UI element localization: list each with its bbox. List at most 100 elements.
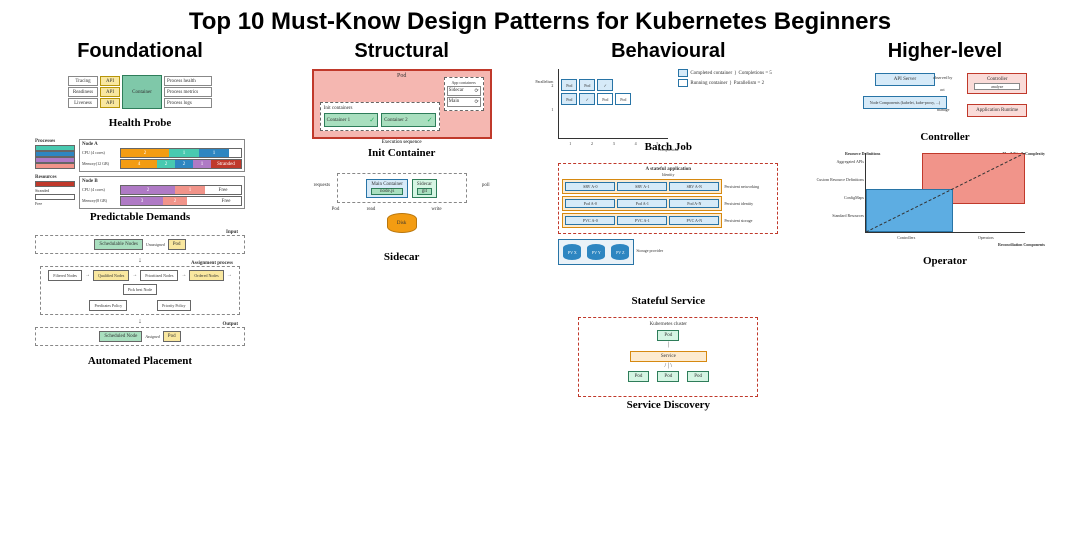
op-xtick: Operators — [978, 235, 994, 240]
hp-left-label: Tracing — [68, 76, 98, 86]
ic-init-item: Container 2✓ — [381, 113, 436, 127]
init-container-diagram: Pod App containers Sidecar⟳Main⟳ Init co… — [312, 69, 492, 139]
pd-seg — [187, 197, 211, 205]
bj-leg-running: Running container — [690, 81, 727, 86]
op-ytick: Aggregated APIs — [778, 159, 864, 164]
pattern-name-automated: Automated Placement — [88, 355, 192, 367]
service-discovery-diagram: Kubernetes cluster Pod | Service / | \ P… — [578, 317, 758, 397]
pd-seg: Free — [205, 186, 241, 194]
pattern-name-init: Init Container — [368, 147, 436, 159]
pd-leg-free: Free — [35, 201, 75, 206]
pd-seg: 2 — [121, 149, 169, 157]
ss-app: A stateful applicationIdentitySRV A-0SRV… — [558, 163, 778, 234]
controller-diagram: API Server Node Components (kubelet, kub… — [845, 69, 1045, 129]
ss-item: Pod A-0 — [565, 199, 615, 208]
op-xlabel: Reconciliation Components — [990, 242, 1045, 247]
op-ytick: Standard Resources — [778, 213, 864, 218]
ss-layer: PVC A-0PVC A-1PVC A-NPersistent storage — [562, 213, 774, 228]
pd-seg: Stranded — [211, 160, 241, 168]
pd-seg: 2 — [121, 186, 175, 194]
ss-pv: PV Z — [611, 244, 629, 260]
pattern-health-probe: TracingReadinessLiveness APIAPIAPI Conta… — [45, 69, 235, 129]
pd-seg: 4 — [121, 160, 157, 168]
hp-api: API — [100, 76, 120, 86]
bj-pod: Pod — [561, 79, 577, 91]
bj-y1: 2 — [551, 83, 553, 88]
stateful-diagram: A stateful applicationIdentitySRV A-0SRV… — [558, 163, 778, 293]
hp-container: Container — [122, 75, 162, 109]
bj-pod: Pod — [579, 79, 595, 91]
op-chart: Aggregated APIsCustom Resource Definitio… — [865, 153, 1025, 233]
sc-read: read — [367, 207, 376, 212]
sd-cluster: Kubernetes cluster — [650, 322, 687, 327]
ss-item: PVC A-N — [669, 216, 719, 225]
pd-proc-color — [35, 163, 75, 169]
operator-diagram: Resource Definitions Flexibility & Compl… — [845, 153, 1045, 253]
page-title: Top 10 Must-Know Design Patterns for Kub… — [0, 0, 1080, 40]
ss-pv: PV Y — [587, 244, 605, 260]
pd-seg: 1 — [199, 149, 229, 157]
ap-section: InputSchedulable NodesUnassignedPod — [35, 235, 245, 254]
col-structural: Structural Pod App containers Sidecar⟳Ma… — [297, 40, 507, 421]
hp-api: API — [100, 98, 120, 108]
col-behavioural: Behavioural Parallelism 2 1 PodPod✓ Pod✓… — [543, 40, 793, 421]
pd-seg: Free — [211, 197, 241, 205]
hp-left-label: Liveness — [68, 98, 98, 108]
sc-pod-label: Pod — [332, 207, 340, 212]
hp-right-label: Process logs — [164, 98, 212, 108]
ic-app-item: Main⟳ — [447, 97, 481, 107]
pattern-sidecar: requests poll Main Container node.js Sid… — [312, 169, 492, 263]
ss-item: Pod A-1 — [617, 199, 667, 208]
ic-app-box: App containers Sidecar⟳Main⟳ — [444, 77, 484, 111]
ss-item: SRV A-0 — [565, 182, 615, 191]
pd-leg-stranded: Stranded — [35, 188, 75, 193]
pd-legend-processes: Processes — [35, 139, 75, 144]
ap-section: OutputScheduled NodeAssignedPod — [35, 327, 245, 346]
ct-observed: observed by — [933, 75, 952, 80]
bj-y2: 1 — [551, 107, 553, 112]
sc-requests: requests — [314, 183, 330, 188]
ap-flow-node: Pick best Node — [123, 284, 157, 295]
ct-act: act — [940, 87, 945, 92]
pattern-service-discovery: Kubernetes cluster Pod | Service / | \ P… — [578, 317, 758, 411]
ss-item: Pod A-N — [669, 199, 719, 208]
ap-flow-node: Qualified Nodes — [93, 270, 129, 281]
bj-pod: ✓ — [597, 79, 613, 91]
ap-policy: Predicates Policy — [89, 300, 127, 311]
pattern-name-predictable: Predictable Demands — [90, 211, 190, 223]
pattern-operator: Resource Definitions Flexibility & Compl… — [845, 153, 1045, 267]
bj-pod: Pod — [615, 93, 631, 105]
col-higher: Higher-level API Server Node Components … — [830, 40, 1060, 421]
ss-item: PVC A-0 — [565, 216, 615, 225]
pattern-name-service-discovery: Service Discovery — [627, 399, 710, 411]
ap-flow-node: Prioritized Nodes — [140, 270, 178, 281]
ss-item: PVC A-1 — [617, 216, 667, 225]
bj-pod: Pod — [597, 93, 613, 105]
columns-container: Foundational TracingReadinessLiveness AP… — [0, 40, 1080, 421]
ss-layer: SRV A-0SRV A-1SRV A-NPersistent networki… — [562, 179, 774, 194]
pattern-automated-placement: InputSchedulable NodesUnassignedPod↓Assi… — [35, 233, 245, 367]
pattern-name-health-probe: Health Probe — [109, 117, 171, 129]
op-xtick: Controllers — [897, 235, 915, 240]
sd-pod: Pod — [657, 371, 679, 382]
ct-api: API Server — [875, 73, 935, 86]
ap-flow-node: Filtered Nodes — [48, 270, 82, 281]
hp-api: API — [100, 87, 120, 97]
pd-seg: 2 — [157, 160, 175, 168]
ct-analyze: analyze — [974, 83, 1020, 90]
bj-pod: Pod — [561, 93, 577, 105]
col-title-foundational: Foundational — [77, 40, 203, 63]
sd-service: Service — [630, 351, 707, 362]
bj-pod: ✓ — [579, 93, 595, 105]
predictable-demands-diagram: Processes Resources Stranded Free Node A… — [35, 139, 245, 209]
automated-placement-diagram: InputSchedulable NodesUnassignedPod↓Assi… — [35, 233, 245, 353]
bj-leg-parallelism: Parallelism = 2 — [734, 81, 764, 86]
pd-seg: 1 — [169, 149, 199, 157]
op-ytick: ConfigMaps — [778, 195, 864, 200]
col-foundational: Foundational TracingReadinessLiveness AP… — [20, 40, 260, 421]
pd-legend-resources: Resources — [35, 175, 75, 180]
pd-seg: 2 — [163, 197, 187, 205]
ic-pod-label: Pod — [397, 73, 406, 79]
bj-chart: Parallelism 2 1 PodPod✓ Pod✓PodPod 12345… — [558, 69, 668, 139]
ap-node: Scheduled Node — [99, 331, 142, 342]
